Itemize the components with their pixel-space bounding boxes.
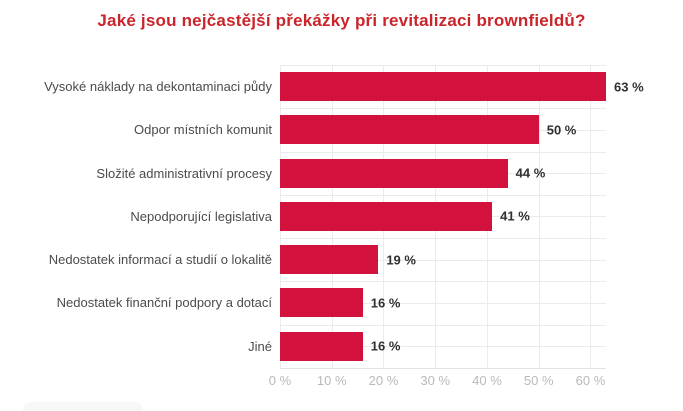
bar-row: 41 %	[280, 195, 606, 238]
row-center-gridline	[280, 303, 606, 305]
bar	[280, 72, 606, 102]
value-label: 16 %	[370, 295, 401, 311]
category-label: Složité administrativní procesy	[96, 165, 272, 181]
bar	[280, 288, 363, 318]
x-tick-label: 60 %	[575, 373, 606, 388]
value-label: 44 %	[515, 165, 546, 181]
bar-row: 16 %	[280, 325, 606, 368]
bar	[280, 201, 493, 231]
value-label: 41 %	[500, 208, 530, 224]
bar	[280, 158, 508, 188]
bar-row: 50 %	[280, 108, 606, 151]
bar-row: 16 %	[280, 281, 606, 324]
x-tick-label: 50 %	[523, 373, 554, 388]
bar	[280, 115, 539, 145]
x-tick-label: 10 %	[316, 373, 347, 388]
category-label: Nepodporující legislativa	[130, 208, 272, 224]
value-label: 50 %	[546, 122, 577, 138]
category-label: Nedostatek informací a studií o lokalitě	[48, 252, 272, 268]
category-labels: Vysoké náklady na dekontaminaci půdy Odpo…	[0, 65, 280, 368]
horizontal-gridline	[280, 281, 606, 283]
x-tick-label: 40 %	[472, 373, 502, 388]
horizontal-gridline	[280, 65, 606, 66]
bar-row: 63 %	[280, 65, 644, 108]
x-axis-line	[280, 367, 606, 369]
plot-area: 63 % 50 % 44 % 41 % 19 % 16 % 16 % 0 % 10 % 20 %…	[269, 65, 644, 388]
chart-title: Jaké jsou nejčastější překážky při revit…	[97, 11, 586, 30]
row-center-gridline	[280, 346, 606, 348]
x-tick-label: 30 %	[420, 373, 451, 388]
row-center-gridline	[280, 259, 606, 261]
bar	[280, 331, 363, 361]
horizontal-gridline	[280, 108, 606, 110]
horizontal-gridline	[280, 324, 606, 326]
horizontal-gridline	[280, 238, 606, 240]
category-label: Vysoké náklady na dekontaminaci půdy	[44, 79, 272, 95]
category-label: Nedostatek finanční podpory a dotací	[56, 295, 272, 311]
x-tick-label: 0 %	[268, 373, 292, 388]
horizontal-gridline	[280, 194, 606, 196]
bar-row: 19 %	[280, 238, 606, 281]
value-label: 63 %	[614, 79, 644, 95]
horizontal-gridline	[280, 151, 606, 153]
bar-row: 44 %	[280, 152, 606, 195]
partial-bottom-left-element	[23, 402, 143, 411]
bars-layer: 63 % 50 % 44 % 41 % 19 % 16 % 16 %	[280, 65, 644, 368]
x-tick-label: 20 %	[368, 373, 399, 388]
value-label: 19 %	[386, 252, 416, 268]
category-label: Jiné	[248, 338, 272, 354]
value-label: 16 %	[370, 338, 401, 354]
bar	[280, 245, 379, 275]
category-label: Odpor místních komunit	[134, 122, 272, 138]
